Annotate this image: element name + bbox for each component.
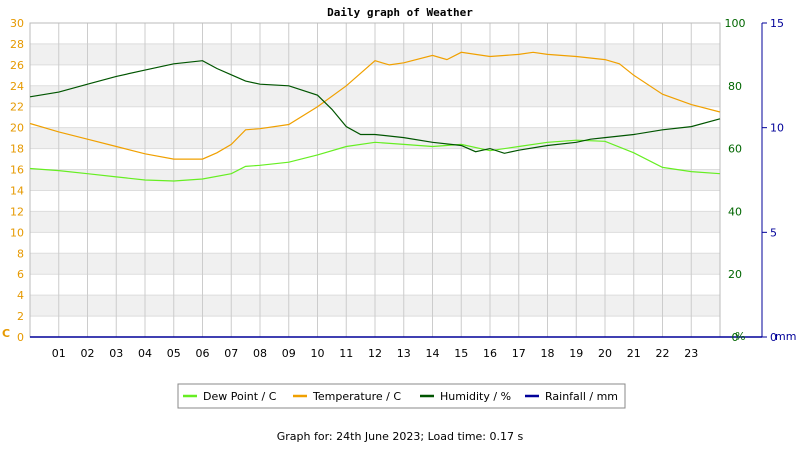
x-tick-label: 14 <box>426 347 440 360</box>
legend-label: Humidity / % <box>440 390 511 403</box>
y-tick-label: 22 <box>10 101 24 114</box>
y-tick-label: 10 <box>10 226 24 239</box>
y-tick-label: 6 <box>17 268 24 281</box>
humidity-axis-unit: % <box>735 330 745 343</box>
x-tick-label: 04 <box>138 347 152 360</box>
x-tick-label: 02 <box>81 347 95 360</box>
rainfall-tick-label: 15 <box>770 17 784 30</box>
humidity-tick-label: 40 <box>728 205 742 218</box>
x-tick-label: 01 <box>52 347 66 360</box>
series-line <box>29 139 721 182</box>
y-tick-label: 0 <box>17 331 24 344</box>
x-tick-label: 05 <box>167 347 181 360</box>
rainfall-tick-label: 5 <box>770 226 777 239</box>
y-tick-label: 30 <box>10 17 24 30</box>
humidity-tick-label: 80 <box>728 80 742 93</box>
x-tick-label: 06 <box>196 347 210 360</box>
y-tick-label: 12 <box>10 205 24 218</box>
y-tick-label: 2 <box>17 310 24 323</box>
legend-label: Rainfall / mm <box>545 390 618 403</box>
x-tick-label: 16 <box>483 347 497 360</box>
series-line <box>29 51 721 160</box>
humidity-tick-label: 60 <box>728 143 742 156</box>
x-tick-label: 09 <box>282 347 296 360</box>
x-tick-label: 23 <box>684 347 698 360</box>
y-tick-label: 18 <box>10 143 24 156</box>
footer-status: Graph for: 24th June 2023; Load time: 0.… <box>276 430 524 443</box>
x-tick-label: 17 <box>512 347 526 360</box>
x-tick-label: 11 <box>339 347 353 360</box>
y-tick-label: 14 <box>10 184 24 197</box>
x-tick-label: 20 <box>598 347 612 360</box>
y-tick-label: 8 <box>17 247 24 260</box>
x-tick-label: 10 <box>311 347 325 360</box>
x-tick-label: 18 <box>541 347 555 360</box>
x-tick-label: 12 <box>368 347 382 360</box>
series-line <box>29 60 721 154</box>
humidity-tick-label: 20 <box>728 268 742 281</box>
rainfall-axis-unit: mm <box>775 330 796 343</box>
x-tick-label: 13 <box>397 347 411 360</box>
humidity-tick-label: 0 <box>732 331 739 344</box>
x-tick-label: 21 <box>627 347 641 360</box>
x-tick-label: 15 <box>454 347 468 360</box>
x-tick-label: 03 <box>109 347 123 360</box>
y-axis-unit: C <box>2 327 10 340</box>
legend-label: Dew Point / C <box>203 390 277 403</box>
humidity-tick-label: 100 <box>725 17 746 30</box>
y-tick-label: 4 <box>17 289 24 302</box>
x-tick-label: 08 <box>253 347 267 360</box>
rainfall-tick-label: 10 <box>770 122 784 135</box>
legend-box <box>177 383 626 409</box>
y-tick-label: 20 <box>10 122 24 135</box>
x-tick-label: 19 <box>569 347 583 360</box>
y-tick-label: 24 <box>10 80 24 93</box>
y-tick-label: 28 <box>10 38 24 51</box>
rainfall-tick-label: 0 <box>770 331 777 344</box>
x-tick-label: 22 <box>656 347 670 360</box>
y-tick-label: 16 <box>10 164 24 177</box>
x-tick-label: 07 <box>224 347 238 360</box>
chart-title: Daily graph of Weather <box>327 6 473 19</box>
legend-label: Temperature / C <box>312 390 401 403</box>
y-tick-label: 26 <box>10 59 24 72</box>
